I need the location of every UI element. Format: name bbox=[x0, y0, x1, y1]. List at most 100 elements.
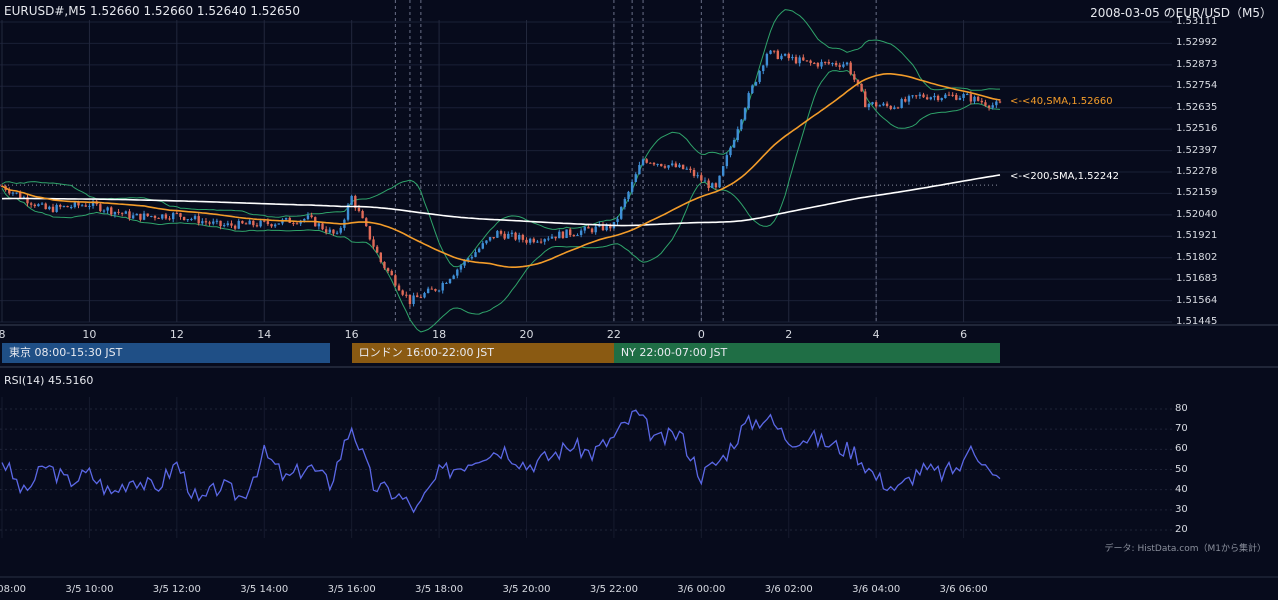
candle-body bbox=[106, 207, 109, 211]
candle-body bbox=[616, 218, 619, 223]
candle-body bbox=[441, 283, 444, 291]
candle-body bbox=[113, 211, 117, 215]
candle-body bbox=[492, 237, 495, 239]
candle-body bbox=[685, 168, 688, 170]
rsi-time-tick-label: 3/6 06:00 bbox=[939, 584, 988, 595]
candle-body bbox=[813, 62, 816, 64]
candle-body bbox=[794, 56, 798, 64]
candle-body bbox=[754, 81, 758, 86]
candle-body bbox=[408, 294, 412, 304]
candle-body bbox=[510, 232, 514, 234]
price-tick-label: 1.51683 bbox=[1176, 273, 1218, 285]
candle-body bbox=[339, 227, 342, 233]
candle-body bbox=[292, 222, 295, 224]
candle-body bbox=[976, 96, 980, 101]
price-tick-label: 1.51802 bbox=[1176, 251, 1218, 263]
candle-body bbox=[944, 94, 947, 99]
candle-body bbox=[900, 99, 903, 108]
candle-body bbox=[197, 216, 200, 224]
candle-body bbox=[179, 213, 182, 217]
candle-body bbox=[893, 107, 896, 109]
candle-body bbox=[904, 99, 907, 102]
candle-body bbox=[59, 204, 62, 207]
candle-body bbox=[514, 232, 517, 240]
candle-body bbox=[962, 94, 965, 98]
candle-body bbox=[452, 275, 455, 279]
candle-body bbox=[707, 180, 710, 188]
session-vlines bbox=[0, 0, 1000, 322]
candle-body bbox=[583, 226, 586, 231]
candle-body bbox=[561, 231, 565, 238]
candle-body bbox=[550, 236, 554, 239]
candle-body bbox=[532, 238, 535, 243]
candle-body bbox=[805, 60, 809, 62]
candle-body bbox=[204, 221, 208, 223]
candle-body bbox=[922, 94, 925, 98]
candle-body bbox=[241, 220, 244, 224]
candle-body bbox=[303, 218, 306, 221]
candle-body bbox=[430, 288, 433, 290]
candle-body bbox=[605, 224, 608, 231]
candle-body bbox=[827, 62, 831, 64]
candle-body bbox=[499, 231, 503, 234]
candle-body bbox=[674, 163, 678, 168]
candle-body bbox=[91, 201, 95, 206]
candle-body bbox=[925, 97, 929, 100]
candle-body bbox=[273, 224, 277, 227]
candle-body bbox=[88, 205, 91, 207]
candle-body bbox=[525, 239, 528, 243]
candle-body bbox=[769, 50, 772, 54]
candle-body bbox=[587, 226, 590, 229]
candle-body bbox=[966, 94, 969, 96]
candle-body bbox=[394, 275, 397, 286]
time-tick-label: 14 bbox=[257, 328, 272, 341]
rsi-line bbox=[1, 409, 1001, 514]
candle-body bbox=[368, 226, 372, 240]
candle-body bbox=[390, 271, 393, 276]
price-tick-label: 1.52873 bbox=[1176, 58, 1218, 70]
candle-body bbox=[99, 204, 102, 212]
candle-body bbox=[692, 169, 696, 176]
candle-body bbox=[62, 205, 66, 207]
candle-body bbox=[477, 248, 481, 253]
candle-body bbox=[528, 238, 532, 243]
candle-body bbox=[110, 207, 113, 215]
candle-body bbox=[714, 183, 718, 188]
candle-body bbox=[874, 102, 878, 107]
candle-body bbox=[503, 233, 506, 239]
price-tick-label: 1.51564 bbox=[1176, 294, 1218, 306]
candle-body bbox=[150, 216, 153, 218]
candle-body bbox=[171, 213, 175, 220]
rsi-tick-label: 50 bbox=[1175, 463, 1188, 475]
candle-body bbox=[878, 105, 882, 107]
candle-body bbox=[933, 95, 936, 98]
candle-body bbox=[372, 239, 375, 247]
candle-body bbox=[401, 290, 404, 295]
candle-body bbox=[222, 225, 226, 227]
candle-body bbox=[871, 102, 874, 104]
rsi-tick-label: 70 bbox=[1175, 423, 1188, 435]
price-tick-label: 1.52397 bbox=[1176, 144, 1218, 156]
session-newyork: NY 22:00-07:00 JST bbox=[613, 343, 1000, 363]
candle-body bbox=[474, 252, 477, 257]
candle-body bbox=[984, 102, 987, 106]
candle-body bbox=[117, 211, 120, 213]
price-tick-label: 1.53111 bbox=[1176, 16, 1218, 27]
candle-body bbox=[743, 108, 747, 120]
time-tick-label: 20 bbox=[519, 328, 534, 341]
rsi-time-tick-label: 3/5 08:00 bbox=[0, 584, 27, 595]
candle-body bbox=[853, 74, 856, 80]
candle-body bbox=[507, 233, 510, 239]
time-tick-label: 12 bbox=[169, 328, 184, 341]
candle-body bbox=[131, 215, 135, 219]
candle-body bbox=[521, 234, 525, 240]
candle-body bbox=[124, 211, 128, 214]
candle-body bbox=[645, 159, 648, 163]
candle-body bbox=[820, 61, 823, 67]
candle-body bbox=[627, 191, 630, 200]
candle-body bbox=[277, 223, 281, 225]
rsi-layer bbox=[0, 408, 1172, 531]
rsi-time-tick-label: 3/5 10:00 bbox=[65, 584, 114, 595]
candle-body bbox=[798, 57, 801, 64]
ohlc-header: EURUSD#,M5 1.52660 1.52660 1.52640 1.526… bbox=[4, 4, 300, 18]
